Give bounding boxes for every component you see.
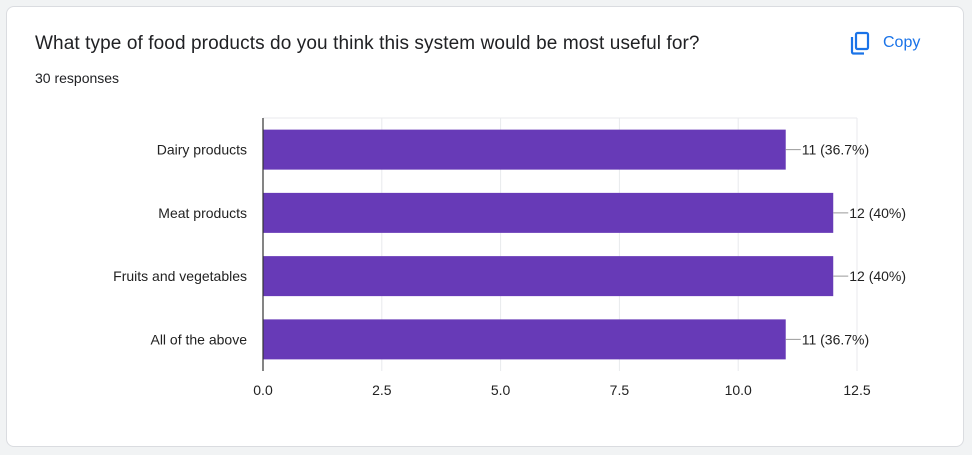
question-title: What type of food products do you think … [35,33,700,54]
data-label: 11 (36.7%) [802,142,869,158]
data-label: 11 (36.7%) [802,331,869,347]
copy-button[interactable]: Copy [841,25,928,61]
copy-icon [850,31,870,55]
bar [263,129,786,170]
response-count: 30 responses [35,70,120,86]
bar [263,256,834,297]
x-tick-label: 7.5 [610,382,630,398]
category-label: Dairy products [157,142,247,158]
bars [263,129,834,360]
category-label: Meat products [158,205,247,221]
data-label: 12 (40%) [849,205,906,221]
labels: 0.0 2.5 5.0 7.5 10.0 12.5 Dairy products 11 (36… [113,142,906,398]
x-tick-label: 10.0 [725,382,752,398]
category-label: Fruits and vegetables [113,268,247,284]
category-label: All of the above [150,331,247,347]
bar [263,319,786,360]
bar [263,192,834,233]
x-tick-label: 2.5 [372,382,392,398]
x-tick-label: 12.5 [843,382,870,398]
copy-label: Copy [883,34,921,51]
x-tick-label: 5.0 [491,382,511,398]
x-tick-label: 0.0 [253,382,273,398]
data-label: 12 (40%) [849,268,906,284]
